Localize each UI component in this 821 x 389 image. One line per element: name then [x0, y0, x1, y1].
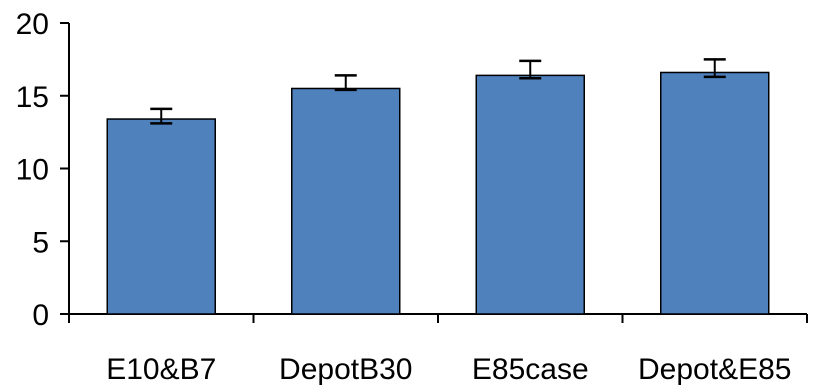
y-tick-label: 5 — [32, 226, 49, 259]
x-category-label: E85case — [472, 353, 589, 386]
error-bar — [150, 107, 173, 125]
error-bar — [703, 58, 726, 79]
error-bars — [150, 58, 726, 125]
x-category-label: Depot&E85 — [638, 353, 791, 386]
y-ticks: 0 5 10 15 20 — [16, 8, 69, 332]
x-axis — [68, 313, 808, 323]
y-tick-label: 15 — [16, 81, 49, 114]
y-tick-label: 10 — [16, 154, 49, 187]
error-bar — [519, 59, 542, 80]
x-ticks — [68, 314, 808, 323]
error-bar — [334, 74, 357, 92]
x-category-label: DepotB30 — [279, 353, 412, 386]
x-category-label: E10&B7 — [106, 353, 216, 386]
y-axis: 0 5 10 15 20 — [16, 8, 70, 332]
category-labels: E10&B7 DepotB30 E85case Depot&E85 — [106, 353, 791, 386]
bar — [291, 87, 401, 315]
y-tick-label: 0 — [32, 299, 49, 332]
y-tick-label: 20 — [16, 8, 49, 41]
bar — [106, 118, 216, 315]
bar — [475, 74, 585, 315]
bars — [106, 71, 770, 315]
bar — [660, 71, 770, 315]
